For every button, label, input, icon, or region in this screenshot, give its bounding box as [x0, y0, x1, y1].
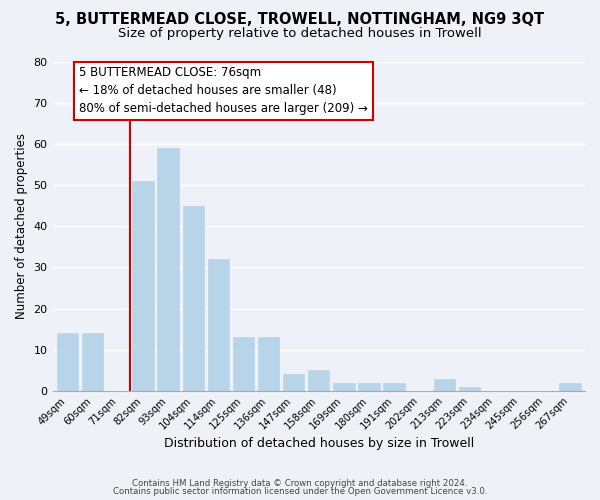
Bar: [434, 378, 455, 391]
Bar: [383, 382, 405, 391]
Bar: [157, 148, 179, 391]
Bar: [559, 382, 581, 391]
Bar: [82, 334, 103, 391]
Bar: [333, 382, 355, 391]
Bar: [459, 387, 480, 391]
Bar: [182, 206, 204, 391]
Text: 5 BUTTERMEAD CLOSE: 76sqm
← 18% of detached houses are smaller (48)
80% of semi-: 5 BUTTERMEAD CLOSE: 76sqm ← 18% of detac…: [79, 66, 368, 116]
Text: 5, BUTTERMEAD CLOSE, TROWELL, NOTTINGHAM, NG9 3QT: 5, BUTTERMEAD CLOSE, TROWELL, NOTTINGHAM…: [55, 12, 545, 28]
Bar: [57, 334, 78, 391]
Bar: [233, 338, 254, 391]
Bar: [283, 374, 304, 391]
Bar: [132, 181, 154, 391]
Y-axis label: Number of detached properties: Number of detached properties: [15, 133, 28, 319]
Text: Size of property relative to detached houses in Trowell: Size of property relative to detached ho…: [118, 28, 482, 40]
Text: Contains public sector information licensed under the Open Government Licence v3: Contains public sector information licen…: [113, 487, 487, 496]
Bar: [358, 382, 380, 391]
Bar: [208, 259, 229, 391]
Bar: [308, 370, 329, 391]
Bar: [258, 338, 279, 391]
Text: Contains HM Land Registry data © Crown copyright and database right 2024.: Contains HM Land Registry data © Crown c…: [132, 478, 468, 488]
X-axis label: Distribution of detached houses by size in Trowell: Distribution of detached houses by size …: [164, 437, 474, 450]
